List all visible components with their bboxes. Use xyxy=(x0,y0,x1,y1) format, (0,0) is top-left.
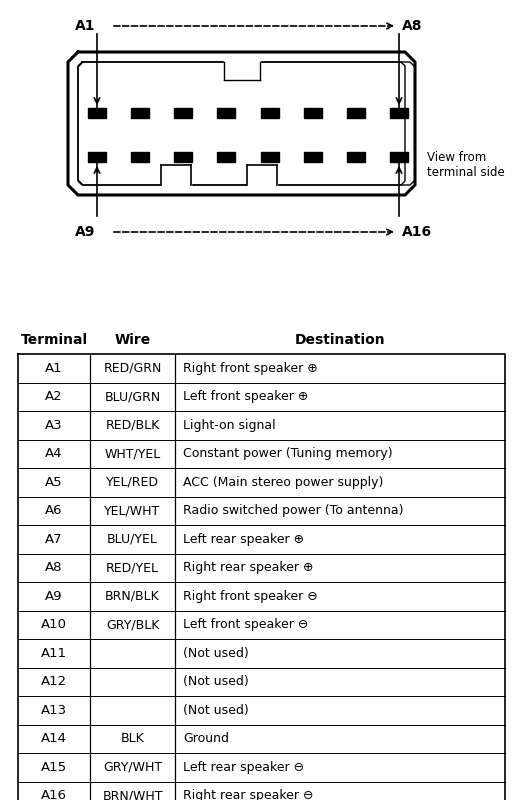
Polygon shape xyxy=(304,152,322,162)
Polygon shape xyxy=(347,152,365,162)
Polygon shape xyxy=(347,108,365,118)
Polygon shape xyxy=(390,108,408,118)
Text: Left rear speaker ⊖: Left rear speaker ⊖ xyxy=(183,761,304,774)
Text: A10: A10 xyxy=(41,618,67,631)
Text: YEL/WHT: YEL/WHT xyxy=(105,504,161,518)
Text: (Not used): (Not used) xyxy=(183,646,249,660)
Text: (Not used): (Not used) xyxy=(183,675,249,688)
Text: A7: A7 xyxy=(45,533,63,546)
Text: A3: A3 xyxy=(45,418,63,432)
Text: YEL/RED: YEL/RED xyxy=(106,476,159,489)
Text: View from
terminal side: View from terminal side xyxy=(427,151,505,179)
Text: A15: A15 xyxy=(41,761,67,774)
Text: A9: A9 xyxy=(75,225,95,239)
Text: A8: A8 xyxy=(46,562,63,574)
Text: A6: A6 xyxy=(46,504,63,518)
Text: Left front speaker ⊖: Left front speaker ⊖ xyxy=(183,618,309,631)
Text: A8: A8 xyxy=(402,19,423,33)
Text: A16: A16 xyxy=(41,790,67,800)
Text: Destination: Destination xyxy=(294,333,385,347)
Polygon shape xyxy=(223,60,259,80)
Polygon shape xyxy=(88,108,106,118)
Text: BLK: BLK xyxy=(121,732,144,746)
Text: A1: A1 xyxy=(45,362,63,374)
Polygon shape xyxy=(131,152,149,162)
Text: BLU/YEL: BLU/YEL xyxy=(107,533,158,546)
Text: A2: A2 xyxy=(45,390,63,403)
Text: A11: A11 xyxy=(41,646,67,660)
Polygon shape xyxy=(161,165,190,187)
Text: GRY/BLK: GRY/BLK xyxy=(106,618,159,631)
Text: A4: A4 xyxy=(46,447,63,460)
Polygon shape xyxy=(218,108,235,118)
Text: Terminal: Terminal xyxy=(20,333,87,347)
Text: RED/GRN: RED/GRN xyxy=(104,362,162,374)
Polygon shape xyxy=(390,152,408,162)
Text: Ground: Ground xyxy=(183,732,229,746)
Text: (Not used): (Not used) xyxy=(183,704,249,717)
Text: Wire: Wire xyxy=(115,333,151,347)
Text: Left front speaker ⊕: Left front speaker ⊕ xyxy=(183,390,309,403)
Polygon shape xyxy=(174,108,192,118)
Text: BRN/WHT: BRN/WHT xyxy=(103,790,163,800)
Text: A9: A9 xyxy=(46,590,63,602)
Text: WHT/YEL: WHT/YEL xyxy=(105,447,161,460)
Text: Right front speaker ⊕: Right front speaker ⊕ xyxy=(183,362,318,374)
Text: RED/BLK: RED/BLK xyxy=(105,418,160,432)
Polygon shape xyxy=(260,108,279,118)
Text: BLU/GRN: BLU/GRN xyxy=(105,390,161,403)
Polygon shape xyxy=(88,152,106,162)
Text: A13: A13 xyxy=(41,704,67,717)
Text: Radio switched power (To antenna): Radio switched power (To antenna) xyxy=(183,504,404,518)
Polygon shape xyxy=(131,108,149,118)
Text: Right rear speaker ⊕: Right rear speaker ⊕ xyxy=(183,562,313,574)
Polygon shape xyxy=(260,152,279,162)
Text: BRN/BLK: BRN/BLK xyxy=(105,590,160,602)
Text: A12: A12 xyxy=(41,675,67,688)
Polygon shape xyxy=(218,152,235,162)
Text: Right front speaker ⊖: Right front speaker ⊖ xyxy=(183,590,318,602)
Text: A16: A16 xyxy=(402,225,432,239)
Polygon shape xyxy=(174,152,192,162)
Polygon shape xyxy=(304,108,322,118)
Text: A1: A1 xyxy=(75,19,96,33)
Text: A5: A5 xyxy=(45,476,63,489)
Text: RED/YEL: RED/YEL xyxy=(106,562,159,574)
Text: A14: A14 xyxy=(41,732,67,746)
Text: GRY/WHT: GRY/WHT xyxy=(103,761,162,774)
Text: Left rear speaker ⊕: Left rear speaker ⊕ xyxy=(183,533,304,546)
Text: ACC (Main stereo power supply): ACC (Main stereo power supply) xyxy=(183,476,383,489)
Polygon shape xyxy=(247,165,277,187)
Text: Light-on signal: Light-on signal xyxy=(183,418,276,432)
Text: Constant power (Tuning memory): Constant power (Tuning memory) xyxy=(183,447,393,460)
Text: Right rear speaker ⊖: Right rear speaker ⊖ xyxy=(183,790,313,800)
